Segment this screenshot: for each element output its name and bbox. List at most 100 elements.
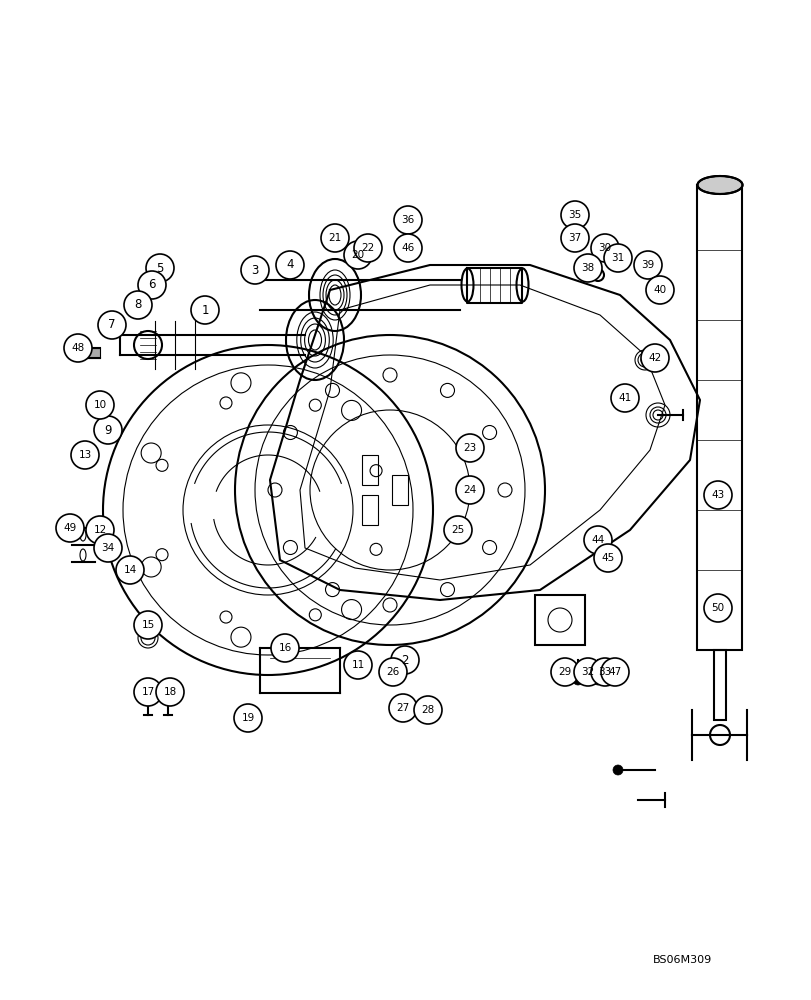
Circle shape [388,694,417,722]
Text: 24: 24 [463,485,476,495]
Circle shape [276,251,303,279]
Text: 40: 40 [653,285,666,295]
Circle shape [271,634,298,662]
Circle shape [456,434,483,462]
Circle shape [94,416,122,444]
Circle shape [393,206,422,234]
Circle shape [191,296,219,324]
Text: 1: 1 [201,304,208,316]
Circle shape [344,651,371,679]
Text: 12: 12 [93,525,106,535]
Text: 4: 4 [286,258,294,271]
Text: 44: 44 [590,535,604,545]
Circle shape [703,481,731,509]
Circle shape [551,658,578,686]
Bar [713,650,725,720]
Text: 2: 2 [401,654,408,666]
Text: 30: 30 [598,243,611,253]
Circle shape [134,678,162,706]
Circle shape [612,675,622,685]
Circle shape [640,344,668,372]
Bar [362,455,378,485]
Circle shape [583,526,611,554]
Circle shape [344,241,371,269]
Circle shape [603,244,631,272]
Text: 17: 17 [141,687,154,697]
Circle shape [234,704,262,732]
Text: BS06M309: BS06M309 [652,955,711,965]
Circle shape [320,224,349,252]
Text: 21: 21 [328,233,341,243]
Circle shape [138,271,165,299]
Circle shape [590,234,618,262]
Circle shape [573,675,582,685]
Text: 38: 38 [581,263,594,273]
Circle shape [600,658,629,686]
Text: 3: 3 [251,263,259,276]
Circle shape [633,251,661,279]
Circle shape [560,224,588,252]
Bar [534,595,584,645]
Text: 42: 42 [647,353,661,363]
Text: 39: 39 [641,260,654,270]
Text: 36: 36 [401,215,414,225]
Circle shape [610,384,638,412]
Circle shape [124,291,152,319]
Circle shape [94,534,122,562]
Text: 49: 49 [63,523,76,533]
Bar [697,185,741,650]
Text: 45: 45 [601,553,614,563]
Text: 6: 6 [148,278,156,292]
Circle shape [86,391,114,419]
Bar [78,348,100,358]
Circle shape [423,713,432,723]
Text: 9: 9 [104,424,112,436]
Text: 29: 29 [558,667,571,677]
Circle shape [414,696,441,724]
Text: 13: 13 [79,450,92,460]
Text: 27: 27 [396,703,409,713]
Circle shape [573,254,601,282]
Text: 19: 19 [241,713,255,723]
Text: 41: 41 [618,393,631,403]
Circle shape [71,441,99,469]
Text: 23: 23 [463,443,476,453]
Circle shape [444,516,471,544]
Bar [392,475,407,505]
Text: 14: 14 [123,565,136,575]
Text: 8: 8 [134,298,141,312]
Circle shape [646,276,673,304]
Text: 25: 25 [451,525,464,535]
Circle shape [379,658,406,686]
Circle shape [393,234,422,262]
Text: 18: 18 [163,687,177,697]
Text: 48: 48 [71,343,84,353]
Text: 43: 43 [710,490,723,500]
Text: 5: 5 [157,261,164,274]
Circle shape [56,514,84,542]
Text: 31: 31 [611,253,624,263]
Circle shape [156,678,184,706]
Circle shape [397,708,407,718]
Text: 7: 7 [108,318,116,332]
Text: 37: 37 [568,233,581,243]
Circle shape [146,254,174,282]
Circle shape [590,658,618,686]
Text: 26: 26 [386,667,399,677]
Text: 28: 28 [421,705,434,715]
Text: 35: 35 [568,210,581,220]
Circle shape [456,476,483,504]
Text: 50: 50 [710,603,723,613]
Text: 47: 47 [607,667,621,677]
Circle shape [86,516,114,544]
Text: 20: 20 [351,250,364,260]
Circle shape [116,556,144,584]
Circle shape [612,765,622,775]
Text: 22: 22 [361,243,374,253]
Circle shape [134,611,162,639]
Circle shape [703,594,731,622]
Text: 46: 46 [401,243,414,253]
Text: 32: 32 [581,667,594,677]
Circle shape [391,646,418,674]
Circle shape [388,675,397,685]
